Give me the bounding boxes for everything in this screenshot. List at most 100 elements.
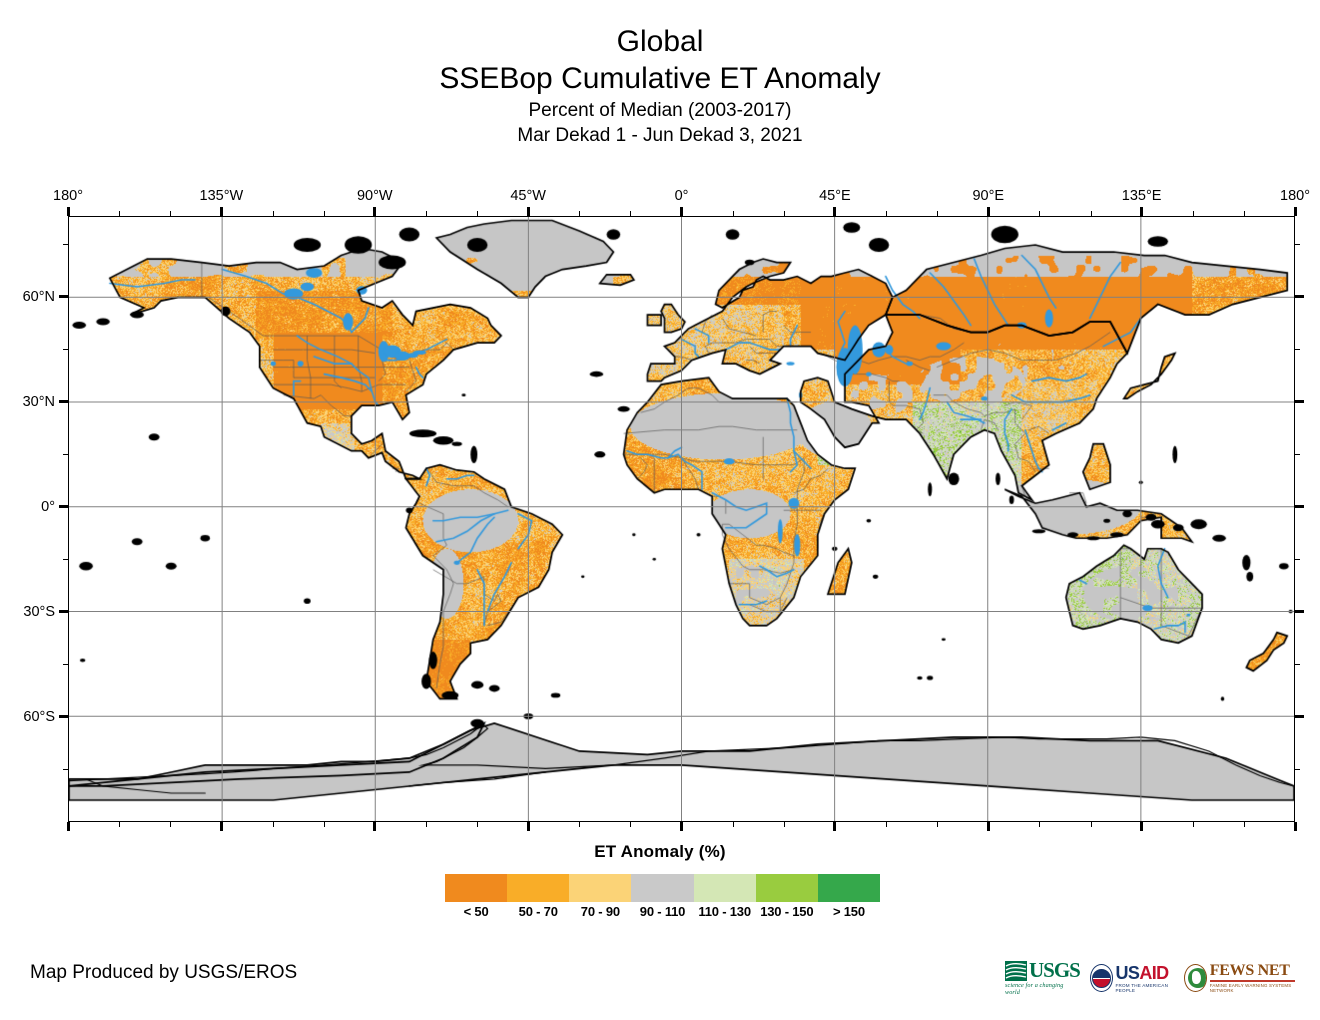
x-axis-label: 90°E — [972, 188, 1005, 204]
legend-label-1: < 50 — [463, 904, 489, 919]
y-tick-minor — [1295, 454, 1300, 456]
title-block: Global SSEBop Cumulative ET Anomaly Perc… — [0, 24, 1320, 148]
legend-label-3: 70 - 90 — [580, 904, 620, 919]
x-tick-minor — [1039, 822, 1041, 827]
usaid-tagline: FROM THE AMERICAN PEOPLE — [1115, 982, 1169, 993]
legend-title: ET Anomaly (%) — [594, 842, 726, 861]
x-tick-major — [526, 822, 530, 831]
x-tick-minor — [425, 211, 427, 216]
y-tick-major — [1295, 715, 1304, 719]
x-tick-minor — [732, 822, 734, 827]
x-tick-major — [680, 207, 683, 216]
x-tick-minor — [170, 211, 172, 216]
x-axis-label: 180° — [53, 188, 83, 204]
x-tick-major — [1293, 822, 1297, 831]
legend-swatch-7 — [817, 874, 880, 902]
x-tick-minor — [886, 211, 887, 216]
x-tick-minor — [1192, 822, 1194, 827]
x-tick-minor — [425, 822, 427, 827]
x-tick-minor — [886, 822, 887, 827]
y-tick-minor — [1295, 349, 1300, 351]
map-credit: Map Produced by USGS/EROS — [30, 962, 298, 983]
x-tick-major — [833, 822, 837, 831]
page-title-line2: SSEBop Cumulative ET Anomaly — [439, 62, 881, 95]
x-tick-minor — [1192, 211, 1194, 216]
x-tick-minor — [477, 211, 478, 216]
legend-label-4: 90 - 110 — [639, 904, 686, 919]
page-subtitle-1: Percent of Median (2003-2017) — [528, 100, 792, 121]
fews-divider — [1209, 980, 1295, 982]
x-axis-label: 0° — [674, 188, 689, 204]
page-title-line1: Global — [616, 25, 704, 58]
x-tick-minor — [119, 211, 121, 216]
y-tick-major — [59, 610, 68, 614]
x-tick-minor — [119, 822, 121, 827]
x-tick-minor — [732, 211, 734, 216]
y-tick-minor — [1295, 664, 1300, 666]
legend-colorbar — [445, 874, 880, 902]
x-tick-major — [986, 822, 990, 831]
usaid-wordmark-us: US — [1115, 962, 1140, 983]
usgs-logo: USGS science for a changing world — [1005, 958, 1081, 996]
usgs-wordmark: USGS — [1029, 958, 1081, 982]
x-tick-major — [1140, 207, 1144, 216]
x-tick-minor — [783, 822, 785, 827]
fews-tagline: FAMINE EARLY WARNING SYSTEMS NETWORK — [1209, 982, 1292, 993]
legend-labels: < 50 50 - 70 70 - 90 90 - 110 110 - 130 130 -… — [445, 904, 880, 924]
usaid-seal-icon — [1089, 964, 1113, 992]
page-subtitle-2: Mar Dekad 1 - Jun Dekad 3, 2021 — [517, 125, 803, 146]
x-axis-label: 90°W — [356, 188, 393, 204]
y-axis-label: 0° — [41, 498, 55, 515]
y-tick-minor — [63, 664, 68, 666]
fews-globe-icon — [1184, 963, 1207, 992]
y-tick-major — [59, 715, 68, 719]
y-tick-minor — [63, 559, 68, 561]
x-axis-label: 45°E — [819, 188, 851, 204]
usaid-wordmark-aid: AID — [1139, 962, 1169, 983]
usaid-logo: USAID FROM THE AMERICAN PEOPLE — [1089, 961, 1174, 995]
x-tick-major — [66, 207, 70, 216]
y-tick-major — [59, 400, 68, 404]
y-tick-minor — [1295, 769, 1300, 771]
legend-swatch-4 — [631, 874, 694, 902]
x-tick-minor — [272, 211, 274, 216]
legend-swatch-5 — [693, 874, 756, 902]
usgs-tagline: science for a changing world — [1005, 982, 1064, 996]
graticule-overlay — [69, 217, 1294, 821]
map-plot-area[interactable] — [68, 216, 1295, 822]
y-tick-major — [1295, 610, 1304, 614]
x-tick-major — [373, 822, 377, 831]
logo-strip: USGS science for a changing world USAID … — [1005, 958, 1295, 998]
y-tick-major — [1295, 295, 1304, 299]
x-tick-major — [219, 207, 223, 216]
x-tick-minor — [1039, 211, 1041, 216]
x-tick-major — [66, 822, 70, 831]
y-tick-minor — [1295, 244, 1300, 246]
x-tick-minor — [170, 822, 172, 827]
x-tick-minor — [323, 822, 325, 827]
legend-swatch-3 — [569, 874, 632, 902]
legend-swatch-1 — [445, 874, 508, 902]
legend-swatch-6 — [755, 874, 818, 902]
legend-label-5: 110 - 130 — [698, 904, 751, 919]
legend: ET Anomaly (%) < 50 50 - 70 70 - 90 90 - 11… — [0, 842, 1320, 919]
x-tick-major — [219, 822, 223, 831]
x-axis-label: 135°W — [199, 188, 244, 204]
x-tick-major — [833, 207, 837, 216]
y-axis-label: 30°N — [22, 393, 55, 410]
y-axis-label: 60°S — [23, 708, 55, 725]
x-tick-major — [526, 207, 530, 216]
x-tick-minor — [1243, 822, 1245, 827]
x-axis-label: 135°E — [1121, 188, 1162, 204]
y-axis-label: 60°N — [22, 288, 55, 305]
y-tick-major — [59, 505, 68, 509]
x-tick-minor — [579, 211, 581, 216]
x-tick-major — [1293, 207, 1297, 216]
x-tick-minor — [323, 211, 325, 216]
y-tick-minor — [63, 349, 68, 351]
x-tick-major — [373, 207, 377, 216]
legend-swatch-2 — [507, 874, 570, 902]
y-tick-minor — [63, 454, 68, 456]
x-tick-minor — [1090, 211, 1092, 216]
legend-label-6: 130 - 150 — [760, 904, 814, 919]
